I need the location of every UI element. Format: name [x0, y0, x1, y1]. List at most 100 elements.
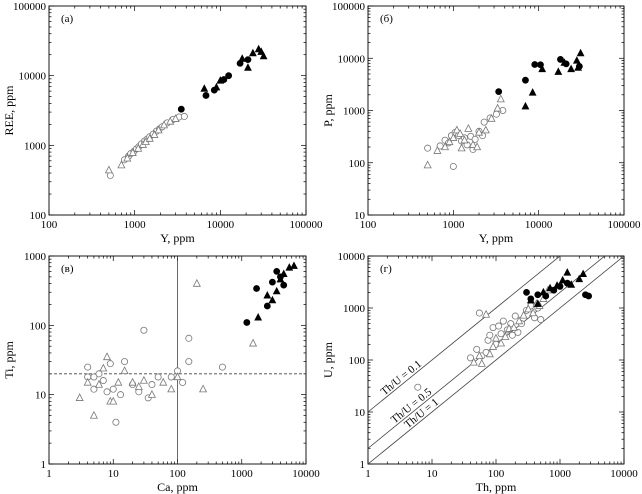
y-axis-label: P, ppm: [321, 94, 335, 127]
ratio-line-label: Th/U = 0.1: [379, 358, 424, 398]
filled-circle-point: [585, 292, 593, 300]
open-circle-point: [112, 418, 120, 426]
open-triangle-point: [515, 316, 524, 325]
open-triangle-point: [171, 114, 180, 122]
x-tick-label: 100: [488, 468, 505, 480]
x-axis-label: Th, ppm: [476, 480, 517, 494]
open-circle-point: [492, 110, 500, 118]
x-tick-label: 1000: [442, 219, 465, 231]
open-triangle-point: [496, 94, 505, 103]
open-triangle-point: [147, 390, 156, 398]
filled-circle-point: [557, 56, 564, 63]
open-circle-point: [499, 317, 507, 325]
open-circle-point: [154, 373, 162, 381]
open-triangle-point: [469, 357, 478, 366]
open-circle-point: [106, 360, 114, 368]
filled-triangle-point: [574, 63, 583, 71]
x-tick-label: 100: [360, 219, 377, 231]
filled-triangle-point: [567, 64, 576, 73]
open-circle-point: [511, 312, 519, 320]
open-circle-point: [218, 363, 226, 371]
open-triangle-point: [104, 165, 113, 174]
filled-triangle-point: [528, 88, 537, 96]
open-circle-point: [514, 328, 522, 336]
data-points: [75, 261, 298, 426]
x-tick-label: 100000: [290, 219, 324, 231]
y-tick-label: 100000: [332, 1, 366, 13]
open-triangle-point: [99, 363, 108, 372]
open-triangle-point: [491, 333, 501, 342]
open-triangle-point: [114, 377, 123, 386]
open-triangle-point: [449, 133, 458, 141]
x-tick-label: 1: [46, 468, 52, 480]
filled-circle-point: [244, 56, 252, 64]
panel-tag: (г): [380, 263, 392, 275]
x-tick-label: 1: [365, 468, 371, 480]
y-tick-label: 100: [30, 210, 47, 222]
open-circle-point: [497, 330, 505, 338]
y-tick-label: 100000: [13, 1, 47, 13]
x-tick-label: 100: [169, 468, 186, 480]
filled-triangle-point: [272, 286, 281, 295]
y-tick-label: 100: [30, 320, 47, 332]
ratio-reference-line: [368, 256, 624, 464]
open-circle-point: [424, 144, 432, 152]
filled-triangle-point: [521, 101, 530, 110]
y-tick-label: 1000: [343, 106, 366, 118]
open-circle-point: [449, 162, 457, 170]
open-circle-point: [508, 331, 516, 339]
y-tick-label: 100: [349, 355, 366, 367]
open-triangle-point: [109, 396, 118, 405]
panel-tag: (б): [380, 13, 393, 25]
open-triangle-point: [497, 338, 506, 347]
filled-triangle-point: [560, 58, 569, 66]
x-axis-label: Y, ppm: [160, 231, 195, 245]
y-tick-label: 1: [360, 459, 366, 471]
filled-triangle-point: [575, 274, 584, 283]
open-triangle-point: [457, 143, 466, 152]
filled-triangle-point: [572, 56, 581, 64]
x-tick-label: 1000: [549, 468, 572, 480]
open-triangle-point: [509, 322, 518, 331]
open-triangle-point: [128, 377, 137, 386]
data-points: [104, 44, 268, 179]
open-circle-point: [121, 358, 129, 366]
x-tick-label: 10000: [525, 219, 553, 231]
open-triangle-point: [94, 379, 104, 388]
y-tick-label: 10: [35, 390, 47, 402]
open-triangle-point: [192, 278, 201, 287]
x-tick-label: 100000: [608, 219, 642, 231]
open-triangle-point: [460, 135, 469, 144]
open-circle-point: [473, 345, 481, 353]
open-triangle-point: [150, 130, 159, 138]
filled-circle-point: [269, 278, 276, 286]
open-circle-point: [471, 135, 479, 143]
filled-circle-point: [273, 267, 281, 275]
x-axis-label: Ca, ppm: [157, 480, 198, 494]
open-triangle-point: [485, 349, 494, 358]
open-circle-point: [495, 322, 503, 330]
open-triangle-point: [167, 384, 176, 393]
open-circle-point: [95, 370, 103, 378]
open-triangle-point: [519, 310, 528, 319]
x-tick-label: 10: [108, 468, 120, 480]
open-triangle-point: [134, 382, 143, 390]
open-triangle-point: [134, 143, 143, 152]
filled-circle-point: [495, 88, 503, 95]
filled-triangle-point: [249, 48, 257, 57]
open-triangle-point: [477, 359, 486, 367]
open-triangle-point: [501, 332, 510, 340]
filled-triangle-point: [579, 269, 588, 278]
filled-triangle-point: [538, 64, 547, 73]
y-tick-label: 10000: [19, 71, 47, 83]
open-triangle-point: [482, 309, 491, 318]
filled-triangle-point: [554, 67, 563, 75]
open-triangle-point: [487, 113, 496, 122]
filled-triangle-point: [567, 280, 576, 288]
filled-triangle-point: [546, 283, 554, 292]
panel-a: (а) Y, ppm REE, ppm 100 1000 10000 100000 10…: [2, 1, 323, 245]
y-tick-label: 10: [354, 407, 366, 419]
x-tick-label: 100: [41, 219, 58, 231]
filled-triangle-point: [563, 268, 572, 276]
open-circle-point: [486, 331, 494, 339]
